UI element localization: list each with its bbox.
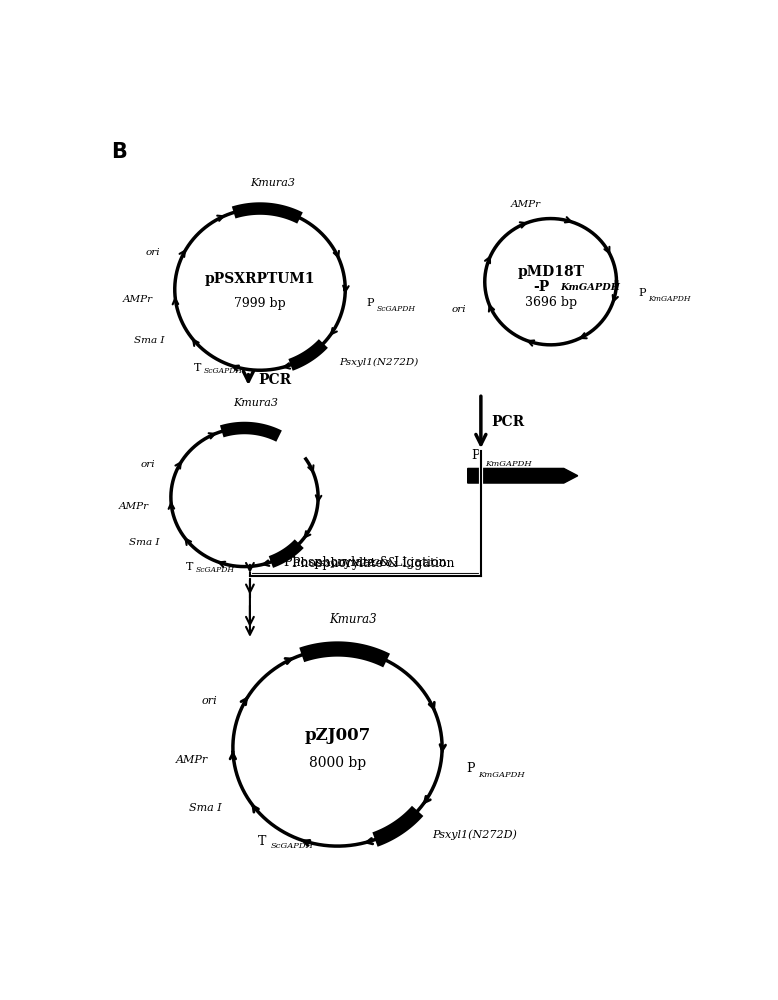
Text: PCR: PCR xyxy=(491,415,524,429)
Text: T: T xyxy=(258,835,267,848)
Text: ScGAPDH: ScGAPDH xyxy=(377,305,416,313)
Text: AMPr: AMPr xyxy=(123,295,152,304)
Text: 8000 bp: 8000 bp xyxy=(309,756,366,770)
Text: B: B xyxy=(111,142,127,162)
Text: Kmura3: Kmura3 xyxy=(329,613,377,626)
Text: pZJ007: pZJ007 xyxy=(304,728,370,744)
Text: KmGAPDH: KmGAPDH xyxy=(560,283,620,292)
Text: Phosphorylate & Ligation: Phosphorylate & Ligation xyxy=(284,556,447,569)
Text: Psxyl1(N272D): Psxyl1(N272D) xyxy=(338,358,418,367)
FancyArrow shape xyxy=(468,468,578,483)
Text: T: T xyxy=(194,363,202,373)
Text: pMD18T: pMD18T xyxy=(517,265,584,279)
Text: P: P xyxy=(639,288,646,298)
Text: Psxyl1(N272D): Psxyl1(N272D) xyxy=(313,559,392,568)
Text: ori: ori xyxy=(202,696,217,706)
Text: Kmura3: Kmura3 xyxy=(251,178,295,188)
Text: Sma I: Sma I xyxy=(129,538,159,547)
Text: ScGAPDH: ScGAPDH xyxy=(271,842,314,850)
Text: pPSXRPTUM1: pPSXRPTUM1 xyxy=(205,272,315,286)
Text: Psxyl1(N272D): Psxyl1(N272D) xyxy=(433,830,517,840)
Text: P: P xyxy=(471,449,480,462)
Text: KmGAPDH: KmGAPDH xyxy=(485,460,531,468)
Text: AMPr: AMPr xyxy=(119,502,149,511)
Text: Kmura3: Kmura3 xyxy=(233,398,279,408)
Text: ScGAPDH: ScGAPDH xyxy=(195,566,234,574)
Text: P: P xyxy=(466,762,475,775)
Text: ori: ori xyxy=(452,305,466,314)
Text: 7999 bp: 7999 bp xyxy=(234,297,286,310)
Text: ScGAPDH: ScGAPDH xyxy=(204,367,243,375)
Text: 3696 bp: 3696 bp xyxy=(524,296,576,309)
Text: P: P xyxy=(367,298,374,308)
Text: KmGAPDH: KmGAPDH xyxy=(478,771,525,779)
Text: Sma I: Sma I xyxy=(189,803,222,813)
Text: PCR: PCR xyxy=(258,373,292,387)
Text: ori: ori xyxy=(141,460,156,469)
Text: Sma I: Sma I xyxy=(134,336,164,345)
Text: ori: ori xyxy=(145,248,159,257)
Text: AMPr: AMPr xyxy=(176,755,208,765)
Text: T: T xyxy=(186,562,194,572)
Text: AMPr: AMPr xyxy=(510,200,541,209)
Text: -P: -P xyxy=(533,280,549,294)
Text: Phosphorylate & Ligation: Phosphorylate & Ligation xyxy=(292,557,454,570)
Text: KmGAPDH: KmGAPDH xyxy=(649,295,691,303)
